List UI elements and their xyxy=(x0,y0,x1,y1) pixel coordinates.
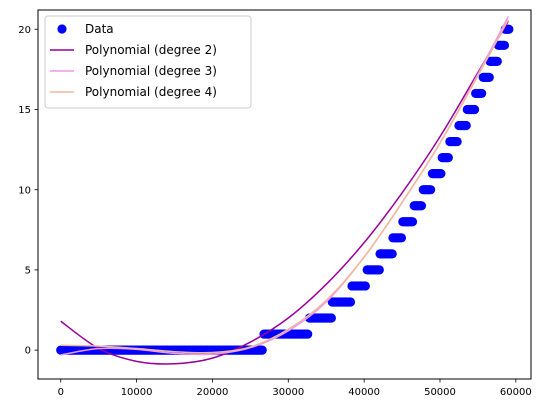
y-tick-label: 5 xyxy=(25,266,31,277)
plot-area xyxy=(56,16,514,365)
legend-label-data: Data xyxy=(85,22,114,36)
data-point xyxy=(461,120,471,131)
data-point xyxy=(345,297,356,307)
plot-layer xyxy=(56,16,514,365)
x-tick-label: 0 xyxy=(58,387,64,398)
y-tick-label: 15 xyxy=(18,105,31,116)
legend-label-4: Polynomial (degree 4) xyxy=(85,85,217,99)
data-point xyxy=(257,345,267,355)
data-point xyxy=(436,169,446,179)
data-point xyxy=(492,56,502,66)
x-tick-label: 30000 xyxy=(272,387,304,398)
data-point xyxy=(374,265,384,275)
data-point xyxy=(425,185,436,195)
data-point xyxy=(499,40,510,50)
x-tick-label: 10000 xyxy=(121,387,153,398)
poly-deg4-line xyxy=(60,19,509,354)
x-tick-label: 50000 xyxy=(424,387,456,398)
data-point xyxy=(396,233,407,243)
data-point xyxy=(443,153,453,163)
axes-layer: 0 10000 20000 30000 40000 50000 60000 0 5 10 15 20 xyxy=(18,25,531,398)
data-point xyxy=(469,104,480,115)
x-tick-label: 60000 xyxy=(500,387,532,398)
legend: Data Polynomial (degree 2) Polynomial (deg… xyxy=(44,15,252,109)
data-point xyxy=(484,72,494,82)
x-tick-label: 20000 xyxy=(197,387,229,398)
legend-box xyxy=(44,15,252,109)
y-tick-label: 10 xyxy=(18,185,31,196)
y-tick-label: 20 xyxy=(18,25,31,36)
data-point xyxy=(504,24,514,34)
data-point xyxy=(387,249,397,259)
data-point xyxy=(416,201,427,211)
poly-deg2-line xyxy=(60,20,509,365)
data-point xyxy=(303,329,313,339)
data-point xyxy=(477,88,487,99)
data-point xyxy=(360,281,370,291)
legend-label-2: Polynomial (degree 2) xyxy=(85,43,217,57)
legend-marker-data xyxy=(57,24,67,34)
data-point xyxy=(452,136,462,147)
data-point xyxy=(407,217,418,227)
y-tick-label: 0 xyxy=(25,346,31,357)
plot-frame xyxy=(37,9,532,380)
data-point xyxy=(326,313,336,323)
x-tick-label: 40000 xyxy=(348,387,380,398)
legend-label-3: Polynomial (degree 3) xyxy=(85,64,217,78)
